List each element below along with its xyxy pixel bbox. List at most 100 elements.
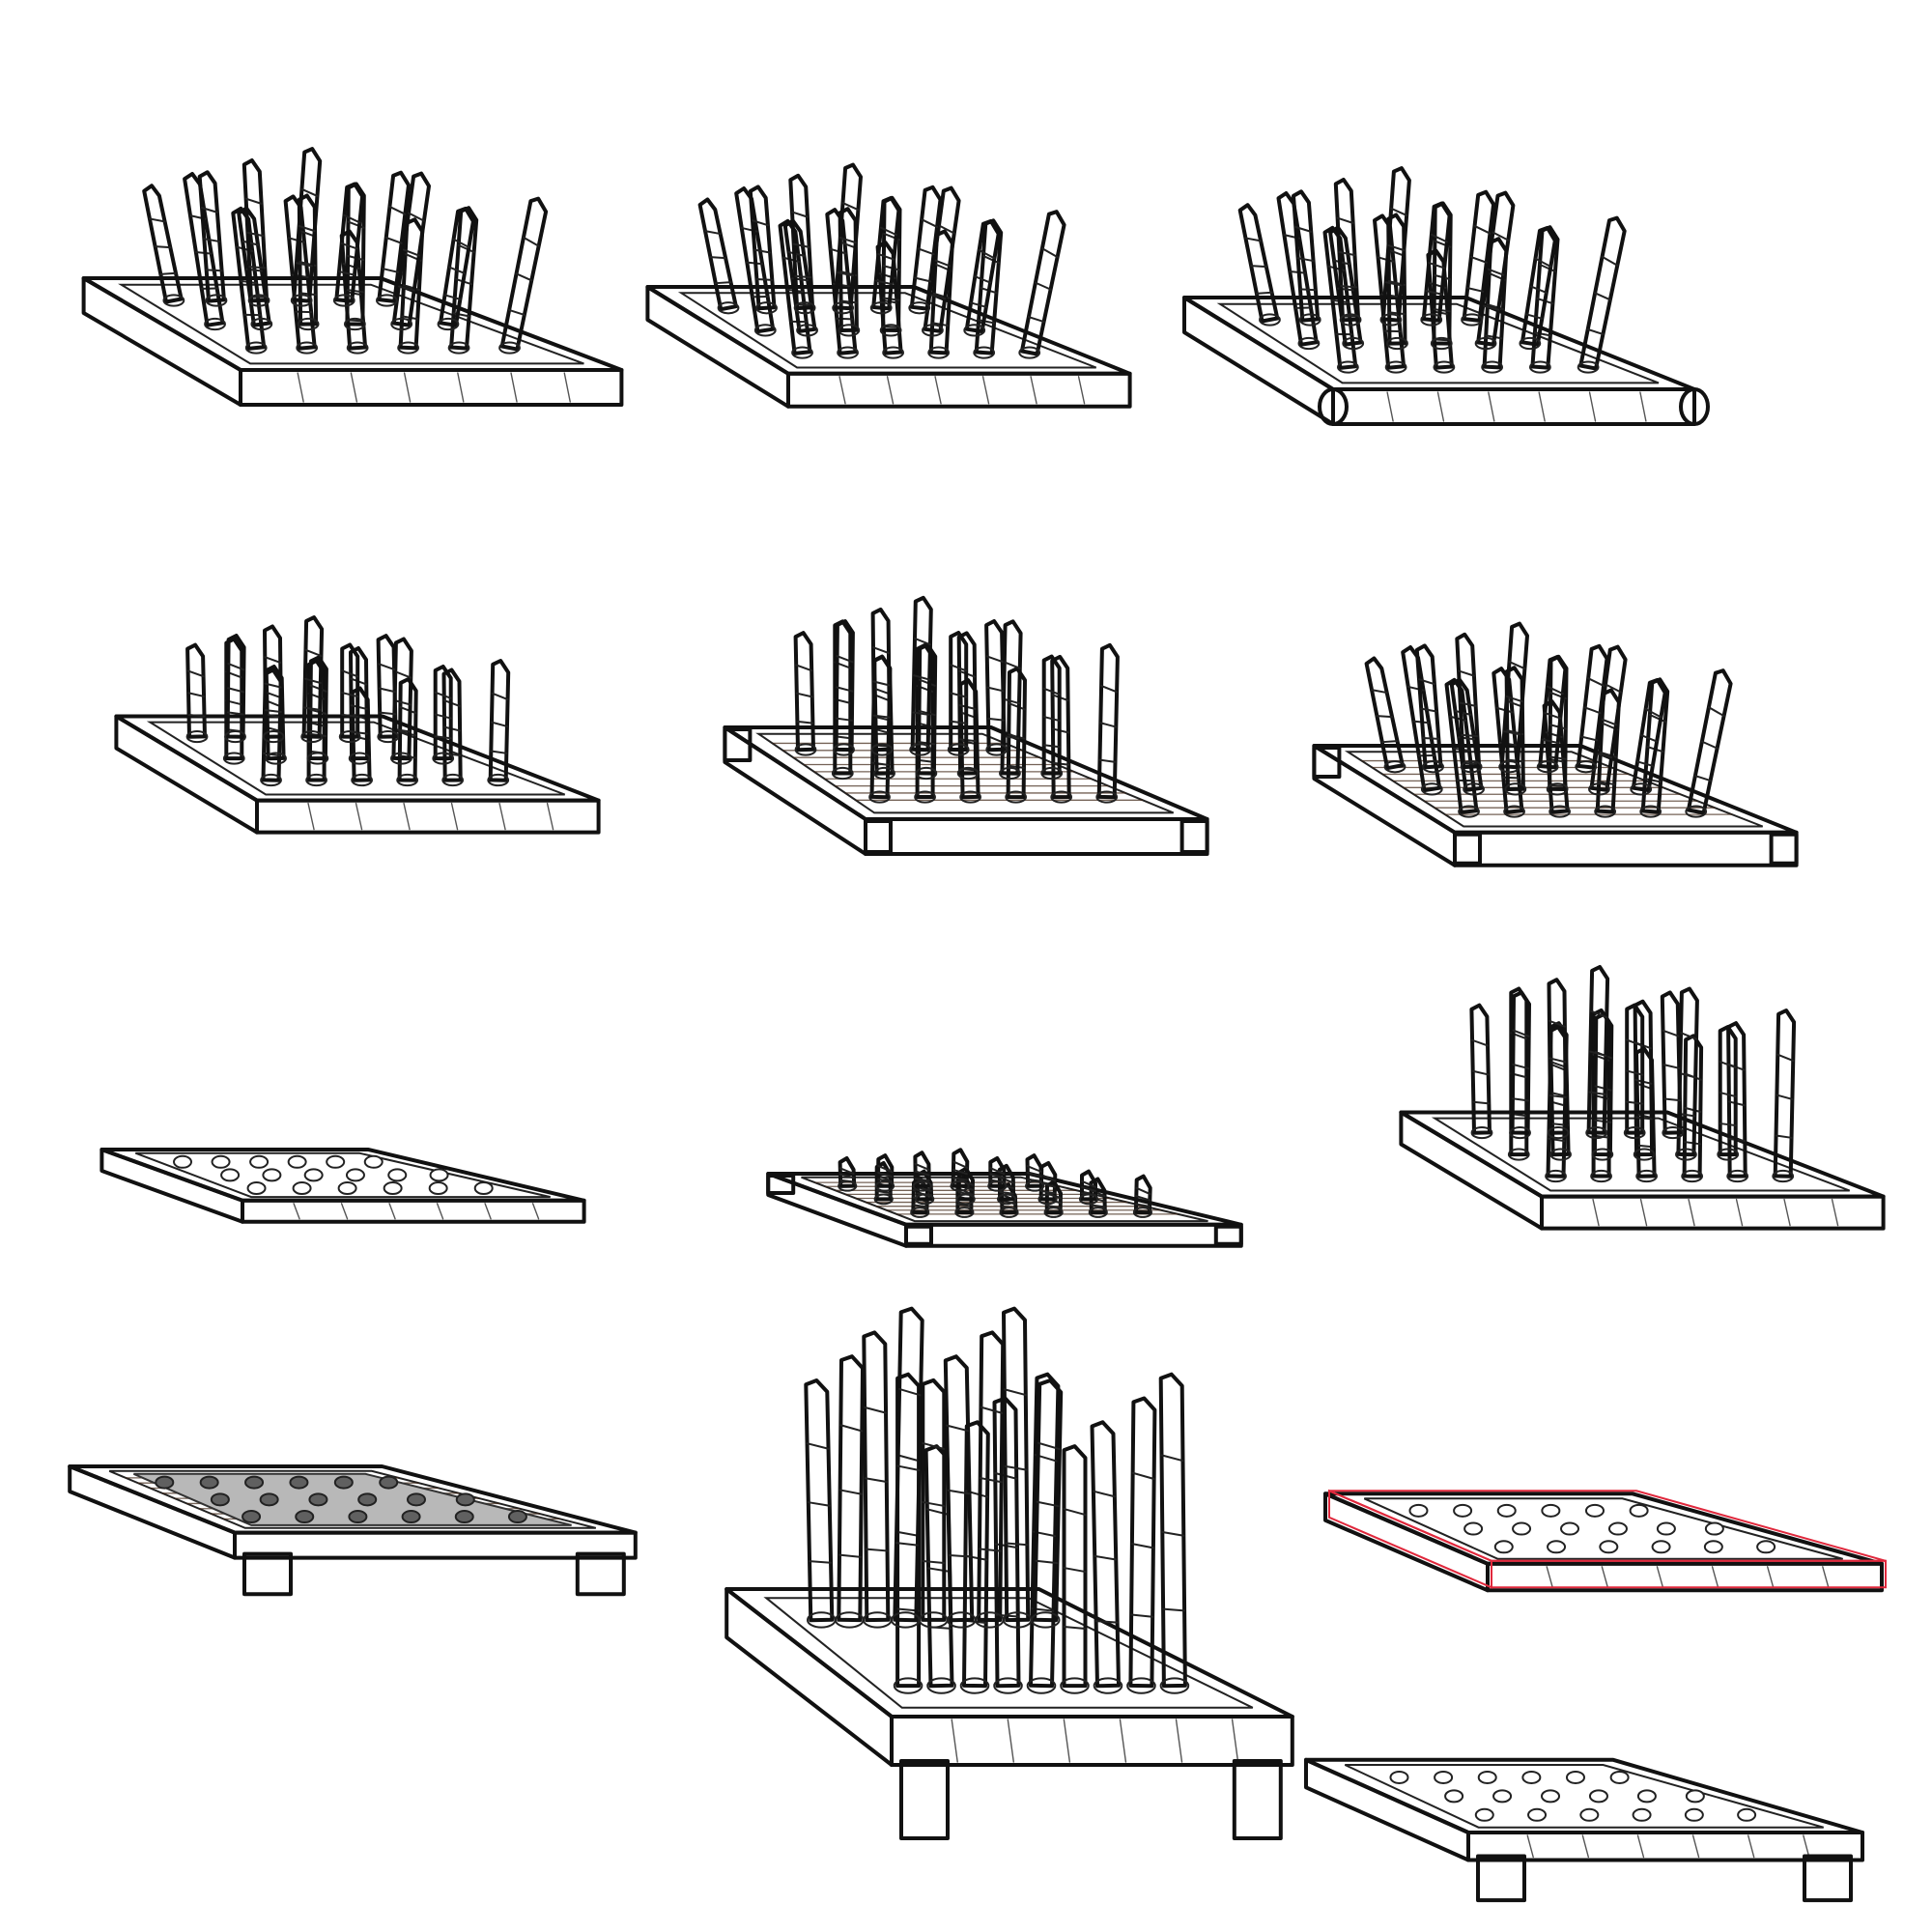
- spike: [231, 206, 267, 351]
- spike-segment-line: [1296, 257, 1315, 263]
- spike-segment-line: [1005, 1542, 1029, 1547]
- spike-hole: [1684, 1807, 1704, 1822]
- spike: [339, 229, 368, 351]
- spike-segment-line: [1383, 329, 1402, 333]
- spike-segment-line: [1298, 288, 1317, 292]
- spike-segment-line: [1420, 707, 1438, 713]
- spike-base-ring: [1633, 1148, 1656, 1161]
- spike-base-ring: [1336, 360, 1359, 374]
- spike-segment-line: [379, 711, 397, 716]
- spike-segment-line: [1644, 778, 1662, 783]
- support-leg: [1232, 1759, 1283, 1840]
- spike-segment-line: [347, 319, 365, 323]
- spike-base-ring: [1461, 313, 1483, 327]
- spike-base-ring: [1026, 1677, 1057, 1694]
- spike-segment-line: [1081, 1179, 1097, 1188]
- spike-hole: [1453, 1503, 1473, 1518]
- spike: [439, 206, 475, 327]
- support-leg: [242, 1551, 293, 1597]
- spike-segment-line: [1430, 233, 1448, 243]
- spike-segment-line: [1090, 1204, 1106, 1208]
- spike: [1062, 1444, 1088, 1689]
- spike-base-ring: [838, 1179, 858, 1192]
- spike-hole: [357, 1492, 378, 1507]
- sketch-hatch-line: [546, 802, 554, 831]
- spike-base-ring: [1088, 1207, 1108, 1218]
- spike-base-ring: [1095, 790, 1119, 804]
- spike: [1449, 677, 1484, 792]
- spike: [1660, 990, 1683, 1135]
- spike-segment-line: [187, 692, 206, 697]
- spike-segment-line: [382, 268, 400, 273]
- spike-trap-1: [81, 147, 624, 407]
- spike-trap-6: [1312, 621, 1799, 867]
- spike-segment-line: [264, 656, 282, 664]
- spike-base-ring: [1591, 1148, 1614, 1161]
- spike: [1373, 213, 1406, 370]
- spike: [499, 196, 549, 352]
- spike-segment-line: [340, 242, 358, 250]
- spike-segment-line: [927, 1567, 952, 1573]
- spike: [349, 646, 370, 761]
- spike-segment-line: [1583, 706, 1602, 715]
- spike-base-ring: [1433, 360, 1456, 374]
- spike-segment-line: [1511, 1097, 1529, 1102]
- spike-hole: [1512, 1521, 1532, 1536]
- sketch-hatch-line: [1546, 1566, 1553, 1589]
- spike-base-ring: [1717, 1148, 1740, 1161]
- spike-hole: [1632, 1807, 1652, 1822]
- spike-base-ring: [910, 1207, 930, 1218]
- sketch-hatch-line: [531, 1203, 540, 1220]
- spike-segment-line: [295, 310, 313, 314]
- spike-hole: [1607, 1521, 1628, 1536]
- spike-segment-line: [1003, 1388, 1027, 1397]
- spike-hole: [363, 1154, 384, 1169]
- sketch-hatch-line: [1581, 1834, 1590, 1859]
- sketch-hatch-line: [1592, 1198, 1600, 1227]
- spike: [1333, 178, 1361, 323]
- spike-hole: [1496, 1503, 1517, 1518]
- spike-segment-line: [864, 1477, 888, 1484]
- spike-segment-line: [1539, 263, 1556, 273]
- spike-segment-line: [1544, 712, 1562, 720]
- spike-base-ring: [1463, 782, 1485, 796]
- slab-top-face: [645, 285, 1132, 376]
- support-leg: [1803, 1854, 1853, 1903]
- slab-front-face: [904, 1222, 1243, 1248]
- spike-base-ring: [1549, 1148, 1572, 1161]
- spike-segment-line: [1533, 331, 1551, 337]
- spike-trap-8: [766, 1148, 1243, 1248]
- spike-segment-line: [841, 202, 860, 212]
- spike-segment-line: [1700, 740, 1719, 750]
- spike-trap-12: [1323, 1489, 1887, 1593]
- sketch-hatch-line: [1636, 1834, 1645, 1859]
- spike-segment-line: [393, 699, 412, 706]
- sketch-hatch-line: [1538, 391, 1546, 422]
- spike-segment-line: [1042, 716, 1061, 723]
- spike-segment-line: [979, 1477, 1003, 1484]
- spike-segment-line: [970, 301, 987, 308]
- spike: [1276, 191, 1319, 347]
- spike-hole: [287, 1154, 307, 1169]
- spike-base-ring: [893, 1677, 923, 1694]
- spike-segment-line: [839, 299, 858, 304]
- spike-base-ring: [1594, 805, 1617, 818]
- spike-base-ring: [1509, 1125, 1531, 1140]
- spike-hole: [220, 1168, 241, 1182]
- spike-segment-line: [918, 678, 936, 687]
- spike-segment-line: [877, 253, 895, 261]
- spike-hole: [473, 1181, 494, 1196]
- spike-hole: [244, 1475, 265, 1490]
- spike-hole: [1599, 1540, 1619, 1554]
- spike-base-ring: [791, 346, 813, 359]
- spike-base-ring: [487, 773, 510, 787]
- spike-segment-line: [490, 721, 508, 727]
- spike: [1025, 1153, 1044, 1188]
- sketch-hatch-line: [1822, 1566, 1830, 1589]
- spike-base-ring: [244, 341, 268, 355]
- sketch-hatch-line: [1639, 1198, 1648, 1227]
- spike-base-ring: [1384, 360, 1407, 374]
- sketch-hatch-line: [355, 802, 363, 831]
- spike-segment-line: [378, 663, 396, 671]
- spike-base-ring: [338, 729, 361, 744]
